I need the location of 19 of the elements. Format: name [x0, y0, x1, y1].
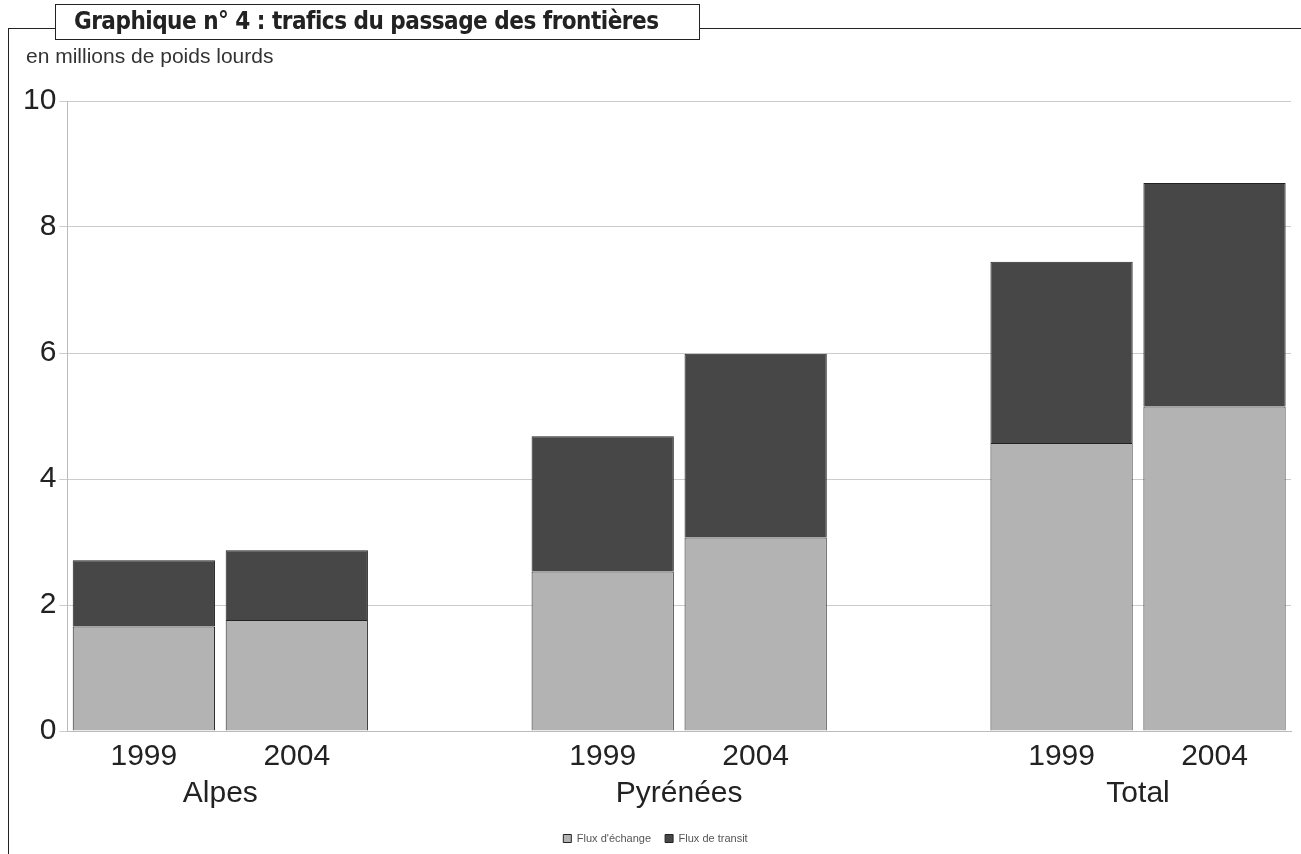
x-tick-label: 2004: [263, 738, 331, 772]
text: Pyrénées: [615, 775, 743, 809]
text: Alpes: [182, 775, 258, 809]
y-tick-label: 0: [39, 712, 57, 746]
chart-title: Graphique n° 4 : trafics du passage des frontières: [55, 4, 700, 40]
text: Total: [1106, 775, 1170, 809]
x-tick-label: 1999: [110, 738, 178, 772]
y-tick-label: 4: [39, 460, 57, 494]
x-tick-label: 2004: [722, 738, 790, 772]
y-axis-title: en millions de poids lourds: [26, 44, 274, 68]
x-tick-label: 1999: [569, 738, 637, 772]
legend-label: Flux d'échange: [576, 831, 652, 844]
x-tick-label: 2004: [1181, 738, 1248, 772]
legend-label: Flux de transit: [678, 831, 748, 844]
y-tick-label: 8: [39, 208, 57, 242]
x-tick-label: 1999: [1028, 738, 1095, 772]
y-tick-label: 10: [22, 82, 57, 116]
y-tick-label: 2: [39, 586, 57, 620]
y-tick-label: 6: [39, 334, 57, 368]
